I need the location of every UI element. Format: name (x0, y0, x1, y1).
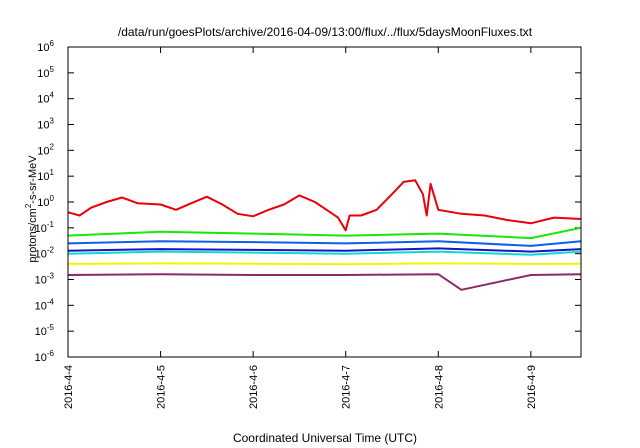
x-tick-label: 2016-4-4 (63, 365, 75, 409)
y-tick-label: 101 (37, 168, 54, 183)
y-tick-label: 106 (37, 39, 54, 54)
y-tick-label: 10-2 (35, 246, 55, 261)
series-line (67, 273, 582, 291)
y-tick-label: 10-1 (35, 220, 55, 235)
y-axis-label-sup: 2 (24, 203, 33, 208)
y-tick-label: 103 (37, 117, 54, 132)
y-axis-ticks: 106 105 104 103 102 101 100 10-1 10-2 10-3 10-4 10-… (35, 39, 581, 364)
series-line (67, 262, 582, 266)
x-tick-label: 2016-4-7 (341, 365, 353, 409)
y-tick-label: 10-5 (35, 323, 55, 338)
series-line (67, 247, 582, 253)
y-axis-label-main: protons/cm (27, 208, 39, 262)
y-tick-label: 10-4 (35, 297, 55, 312)
series-line (67, 179, 582, 232)
y-axis-label: protons/cm2-s-sr-MeV (24, 155, 39, 263)
y-tick-label: 100 (37, 194, 54, 209)
x-tick-label: 2016-4-9 (526, 365, 538, 409)
x-tick-label: 2016-4-8 (433, 365, 445, 409)
series-line (67, 240, 582, 247)
series-lines (67, 179, 582, 291)
y-axis-label-rest: -s-sr-MeV (27, 155, 39, 204)
plot-frame (67, 46, 582, 358)
series-line (67, 250, 582, 256)
x-axis-label: Coordinated Universal Time (UTC) (233, 431, 417, 445)
x-axis-ticks: 2016-4-4 2016-4-5 2016-4-6 2016-4-7 2016-4-8… (63, 47, 538, 409)
x-tick-label: 2016-4-5 (156, 365, 168, 409)
y-tick-label: 104 (37, 91, 54, 106)
y-tick-label: 102 (37, 142, 54, 157)
y-tick-label: 10-6 (35, 349, 55, 364)
chart-title: /data/run/goesPlots/archive/2016-04-09/1… (118, 25, 533, 39)
y-tick-label: 10-3 (35, 272, 55, 287)
series-line (67, 226, 582, 240)
x-tick-label: 2016-4-6 (248, 365, 260, 409)
y-tick-label: 105 (37, 65, 54, 80)
